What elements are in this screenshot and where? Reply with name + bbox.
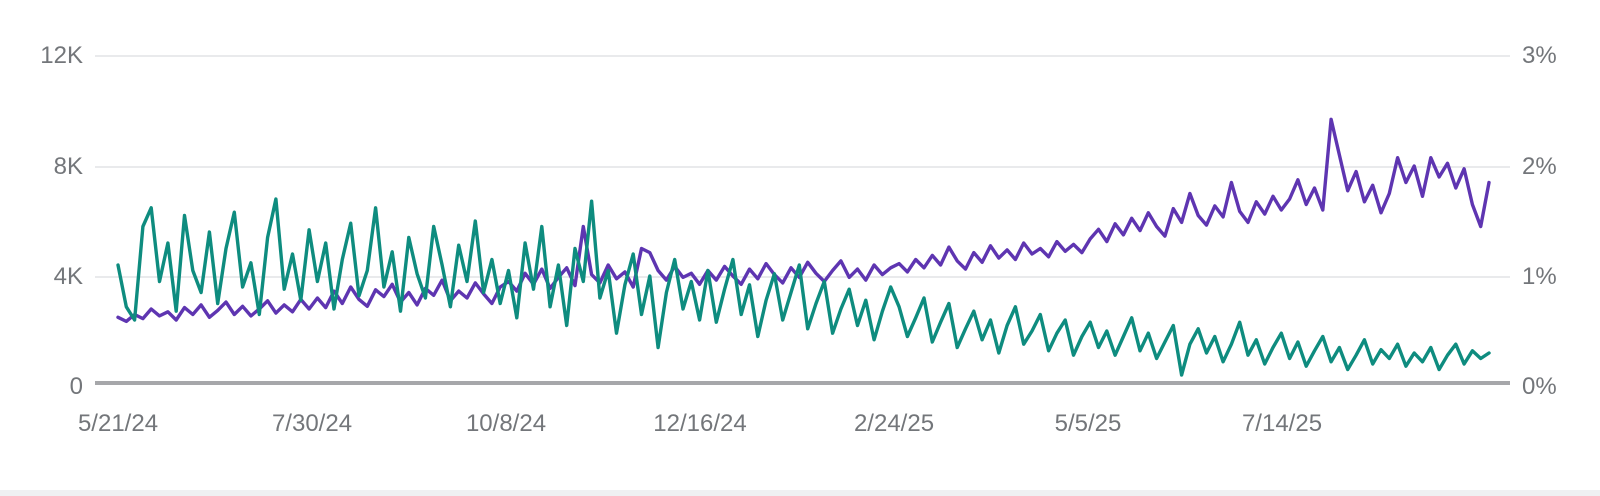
left-axis-tick-0: 0 [69,373,83,400]
left-axis-tick-12k: 12K [40,42,83,69]
right-axis-tick-0pct: 0% [1522,373,1557,400]
bottom-divider [0,490,1600,496]
x-axis-tick-5: 2/24/25 [853,410,935,437]
x-axis-tick-7: 7/14/25 [1241,410,1323,437]
x-axis-tick-1: 5/21/24 [77,410,159,437]
x-axis-tick-4: 12/16/24 [653,410,747,437]
purple-series-line[interactable] [116,117,1491,324]
right-axis-tick-3pct: 3% [1522,42,1557,69]
x-axis-tick-6: 5/5/25 [1054,410,1122,437]
left-axis-tick-4k: 4K [53,263,83,290]
x-axis-tick-2: 7/30/24 [271,410,353,437]
right-axis-tick-2pct: 2% [1522,153,1557,180]
teal-series-line[interactable] [116,197,1491,377]
x-axis-tick-3: 10/8/24 [465,410,547,437]
left-axis-tick-8k: 8K [53,153,83,180]
right-axis-tick-1pct: 1% [1522,263,1557,290]
